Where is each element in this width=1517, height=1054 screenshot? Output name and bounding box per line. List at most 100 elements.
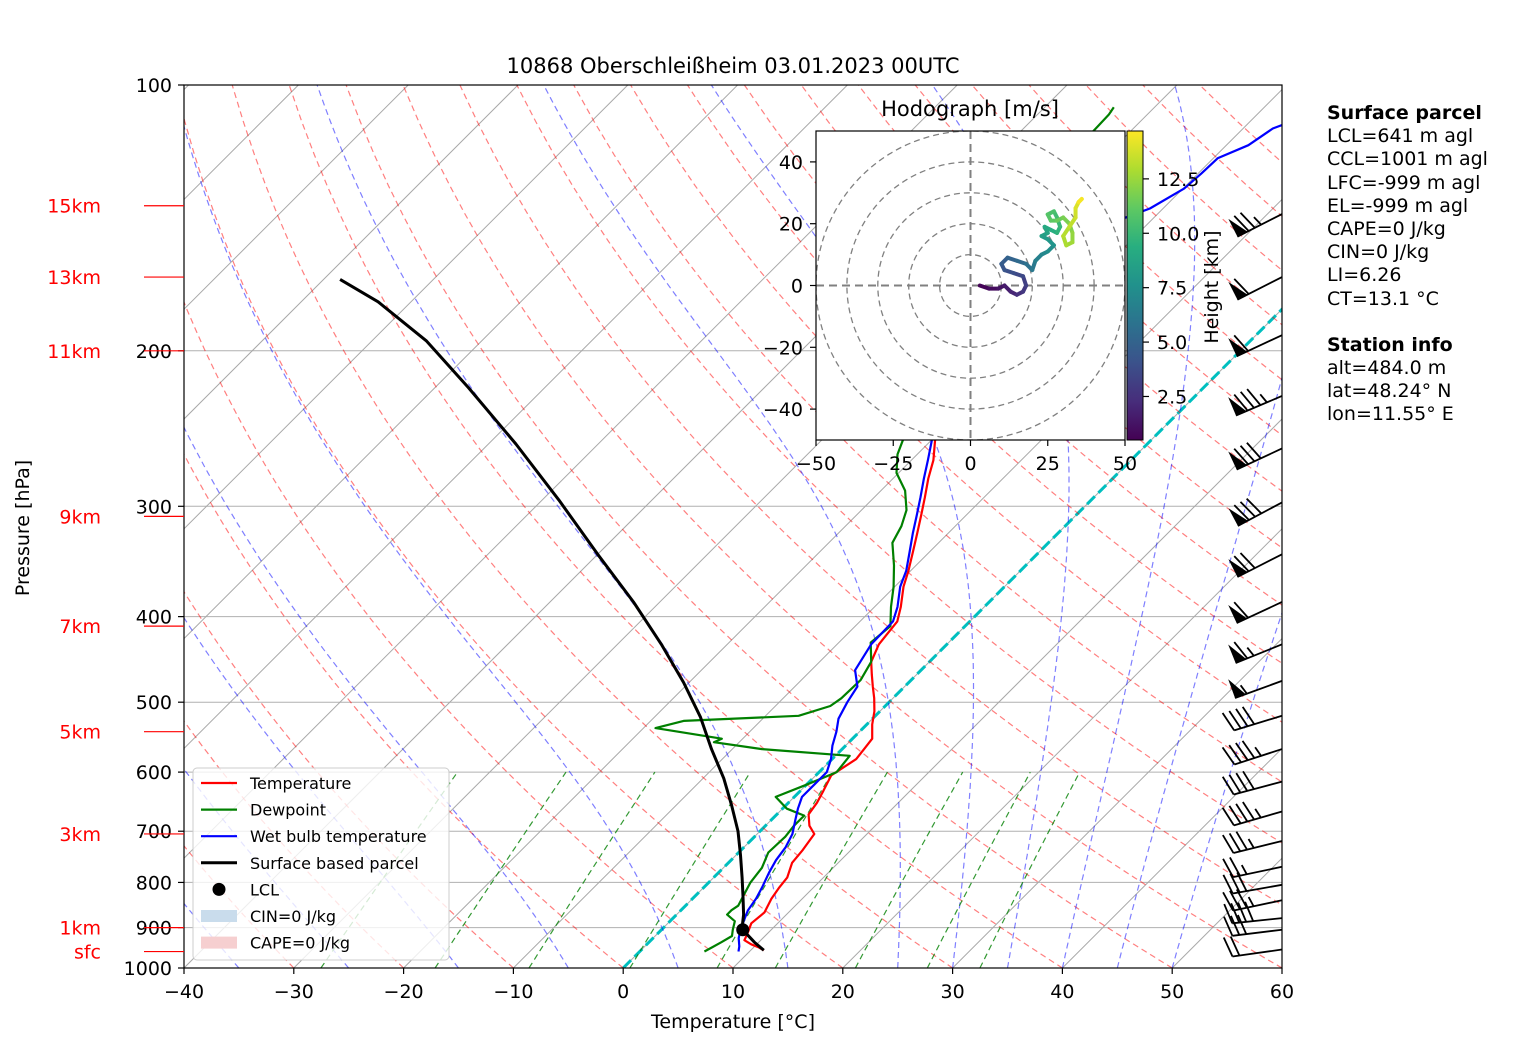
wind-barb (1228, 497, 1283, 527)
lcl-value: LCL=641 m agl (1327, 125, 1474, 148)
cin-value: CIN=0 J/kg (1327, 241, 1430, 264)
wind-barbs (1221, 212, 1283, 958)
dry-adiabat (857, 85, 1282, 492)
barb-flag (1242, 801, 1255, 821)
colorbar-label: Height [km] (1201, 230, 1223, 343)
barb-pennant (1228, 508, 1248, 526)
hodograph-segment (1076, 196, 1084, 205)
wind-barb (1228, 552, 1283, 578)
barb-half-flag (1247, 838, 1255, 849)
barb-flag (1241, 740, 1256, 759)
height-label: 1km (59, 918, 101, 940)
barb-flag (1222, 891, 1234, 912)
hodograph-x-tick-label: 50 (1113, 453, 1137, 475)
barb-shaft (1232, 899, 1283, 912)
barb-flag (1239, 445, 1256, 462)
legend-patch-swatch (201, 910, 237, 922)
dry-adiabat (516, 85, 1282, 844)
dry-adiabat (184, 116, 844, 968)
barb-half-flag (1254, 808, 1262, 819)
barb-flag (1246, 388, 1262, 406)
y-tick-label: 300 (136, 496, 172, 518)
wind-barb (1228, 679, 1283, 699)
barb-flag (1229, 856, 1241, 877)
legend-entry: Surface based parcel (201, 854, 419, 873)
x-tick-label: −40 (164, 981, 204, 1003)
barb-flag (1233, 504, 1250, 521)
barb-flag (1221, 746, 1236, 766)
wind-barb (1223, 914, 1283, 937)
x-tick-label: −10 (493, 981, 533, 1003)
barb-half-flag (1247, 896, 1255, 907)
moist-adiabat (184, 902, 240, 968)
wind-barb (1221, 706, 1283, 732)
hodograph-background (816, 131, 1125, 440)
barb-shaft (1233, 780, 1283, 796)
hodograph-y-tick-label: −40 (763, 399, 803, 421)
barb-pennant (1228, 451, 1247, 470)
ct-value: CT=13.1 °C (1327, 287, 1439, 310)
isotherm-line (184, 85, 409, 310)
barb-flag (1246, 442, 1262, 459)
y-tick-label: 400 (136, 607, 172, 629)
barb-flag (1228, 744, 1242, 763)
barb-half-flag (1246, 647, 1255, 657)
moist-adiabat (184, 124, 679, 968)
mixing-ratio-line (528, 771, 656, 968)
wind-barb (1228, 641, 1283, 664)
series-surface-based-parcel (339, 278, 765, 952)
barb-flag (1222, 874, 1234, 894)
height-label: 7km (59, 616, 101, 638)
station-info-heading: Station info (1327, 333, 1453, 356)
barb-shaft (1234, 680, 1283, 699)
mixing-ratio-line (774, 771, 888, 968)
isotherm-line (184, 85, 848, 750)
barb-shaft (1234, 748, 1283, 766)
x-axis-label: Temperature [°C] (650, 1011, 815, 1033)
barb-flag (1239, 552, 1256, 569)
wind-barb (1228, 601, 1283, 624)
colorbar-tick-label: 12.5 (1157, 169, 1199, 191)
isotherm-line (184, 85, 738, 640)
barb-half-flag (1253, 216, 1262, 226)
x-tick-label: −20 (384, 981, 424, 1003)
legend-patch-swatch (201, 936, 237, 949)
legend-dot-swatch (212, 882, 226, 896)
legend-box (192, 767, 450, 961)
barb-pennant (1228, 338, 1247, 357)
wind-barb (1228, 442, 1283, 471)
barb-flag (1235, 831, 1248, 851)
moist-adiabat (543, 85, 901, 968)
height-label: 3km (59, 824, 101, 846)
zero-isotherm (622, 307, 1282, 968)
mixing-ratio-line (716, 771, 834, 968)
x-tick-label: 30 (941, 981, 965, 1003)
mixing-ratio-line (854, 771, 964, 968)
y-tick-label: 800 (136, 872, 172, 894)
height-label: 9km (59, 506, 101, 528)
x-tick-label: 10 (721, 981, 745, 1003)
barb-flag (1237, 914, 1248, 935)
hodograph-x-tick-label: −25 (873, 453, 913, 475)
isotherm-line (513, 198, 1282, 968)
legend-label: Wet bulb temperature (250, 827, 427, 846)
barb-flag (1239, 391, 1255, 409)
legend-label: CIN=0 J/kg (250, 907, 336, 926)
y-tick-label: 900 (136, 918, 172, 940)
barb-shaft (1232, 883, 1283, 895)
barb-flag (1223, 903, 1234, 924)
station-longitude: lon=11.55° E (1327, 403, 1454, 426)
hodograph-ring (877, 192, 1064, 379)
lcl-marker (736, 923, 750, 937)
colorbar (1126, 130, 1144, 441)
height-label: 15km (47, 196, 101, 218)
y-axis-label: Pressure [hPa] (12, 460, 34, 596)
hodograph-ring (846, 161, 1095, 410)
barb-flag (1228, 832, 1242, 852)
barb-flag (1233, 278, 1250, 295)
station-altitude: alt=484.0 m (1327, 357, 1447, 380)
dry-adiabat (459, 85, 1282, 906)
barb-flag (1230, 902, 1241, 923)
